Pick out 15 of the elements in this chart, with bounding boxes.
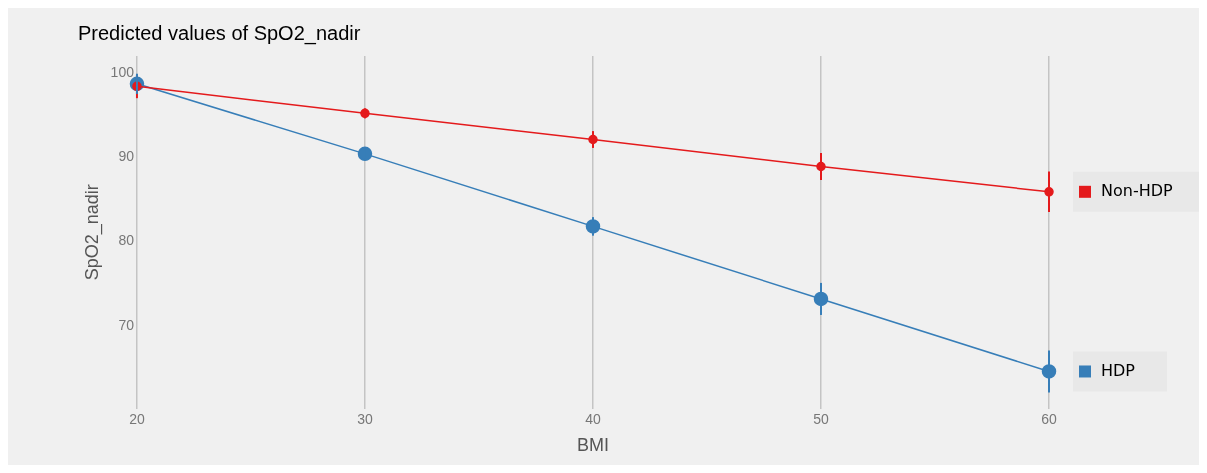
y-axis-title: SpO2_nadir <box>81 184 103 281</box>
y-tick-label: 70 <box>118 316 135 333</box>
y-tick-label: 90 <box>118 148 135 165</box>
y-tick-label: 80 <box>118 232 135 249</box>
chart-title: Predicted values of SpO2_nadir <box>78 21 361 45</box>
y-tick-label: 100 <box>110 63 135 80</box>
legend-label: HDP <box>1101 360 1136 380</box>
legend-label: Non-HDP <box>1101 180 1174 200</box>
x-axis-title: BMI <box>576 435 609 456</box>
x-tick-label: 40 <box>585 410 601 427</box>
x-tick-label: 30 <box>357 410 373 427</box>
x-tick-label: 20 <box>129 410 145 427</box>
x-tick-label: 60 <box>1041 410 1057 427</box>
point <box>357 146 373 162</box>
x-tick-label: 50 <box>813 410 829 427</box>
